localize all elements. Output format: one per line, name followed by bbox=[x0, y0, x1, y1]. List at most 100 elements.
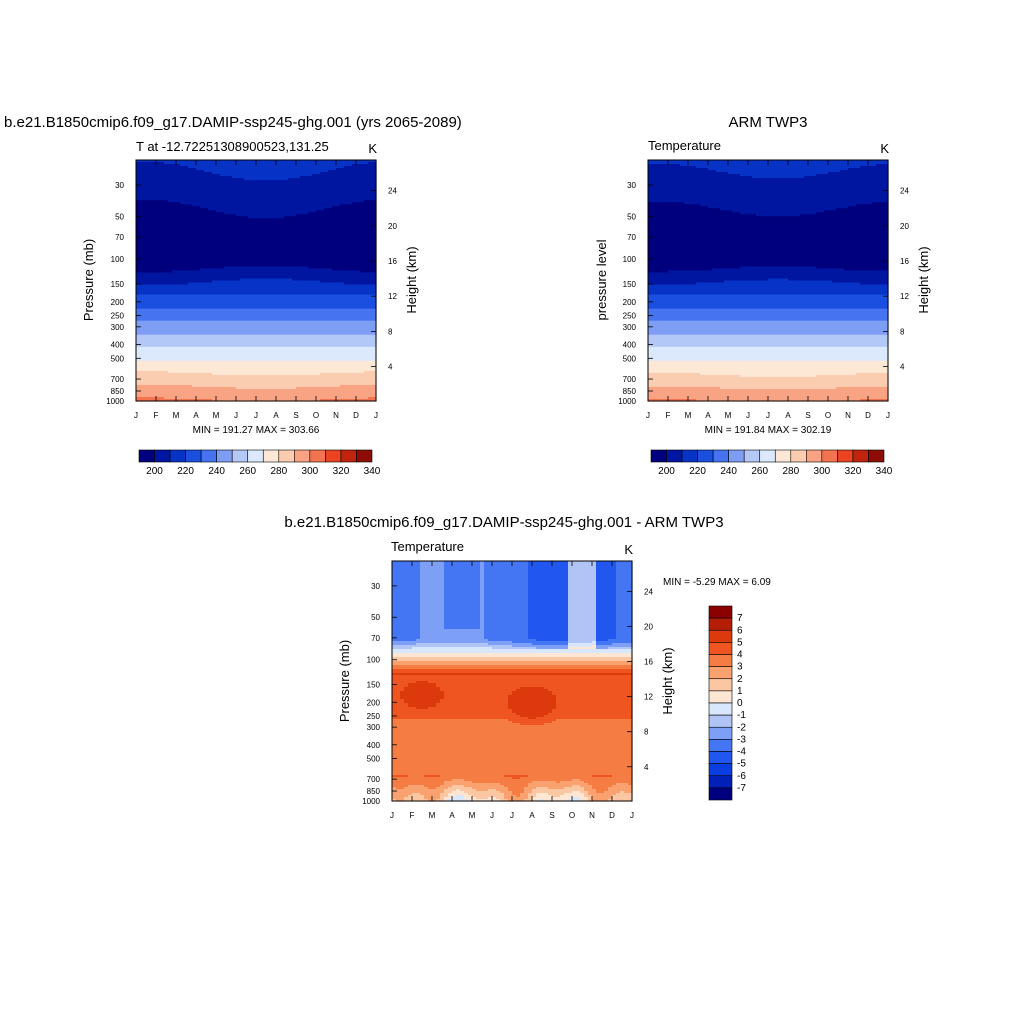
contour-cell bbox=[556, 781, 561, 784]
contour-cell bbox=[680, 164, 877, 167]
contour-cell bbox=[192, 204, 341, 207]
contour-cell bbox=[136, 288, 377, 292]
contour-cell bbox=[520, 795, 529, 798]
contour-cell bbox=[616, 603, 633, 606]
contour-cell bbox=[392, 675, 633, 678]
contour-cell bbox=[484, 613, 529, 616]
contour-cell bbox=[136, 388, 377, 392]
colorbar-swatch bbox=[325, 449, 342, 463]
contour-cell bbox=[616, 617, 633, 620]
contour-cell bbox=[596, 647, 609, 650]
contour-cell bbox=[876, 164, 889, 167]
contour-cell bbox=[504, 795, 517, 798]
contour-cell bbox=[648, 308, 889, 312]
contour-cell bbox=[616, 587, 633, 590]
contour-cell bbox=[568, 643, 597, 646]
contour-cell bbox=[316, 210, 377, 213]
contour-cell bbox=[616, 625, 633, 628]
contour-cell bbox=[392, 563, 421, 566]
contour-cell bbox=[200, 206, 333, 209]
contour-cell bbox=[556, 719, 633, 722]
contour-cell bbox=[568, 565, 597, 568]
contour-cell bbox=[504, 793, 513, 796]
contour-cell bbox=[136, 296, 377, 300]
contour-cell bbox=[136, 346, 377, 350]
colorbar-swatch bbox=[650, 449, 667, 463]
contour-cell bbox=[508, 719, 557, 722]
contour-cell bbox=[436, 705, 509, 708]
contour-cell bbox=[648, 366, 889, 370]
contour-cell bbox=[648, 380, 889, 384]
contour-cell bbox=[392, 779, 453, 782]
contour-cell bbox=[308, 212, 377, 215]
contour-cell bbox=[484, 603, 529, 606]
contour-cell bbox=[548, 689, 633, 692]
contour-cell bbox=[528, 601, 569, 604]
colorbar-swatch bbox=[138, 449, 155, 463]
contour-cell bbox=[648, 188, 889, 191]
colorbar-swatch bbox=[708, 787, 733, 801]
y-tick-label: 150 bbox=[111, 280, 125, 289]
contour-cell bbox=[528, 797, 533, 800]
contour-cell bbox=[412, 647, 493, 650]
contour-cell bbox=[648, 282, 697, 286]
y-tick-label: 850 bbox=[367, 787, 381, 796]
contour-cell bbox=[528, 609, 569, 612]
contour-cell bbox=[244, 178, 289, 181]
y-tick-label: 70 bbox=[627, 233, 636, 242]
contour-cell bbox=[320, 172, 377, 175]
contour-cell bbox=[444, 591, 481, 594]
contour-cell bbox=[520, 793, 529, 796]
contour-cell bbox=[480, 601, 485, 604]
y-right-tick-label: 4 bbox=[388, 363, 393, 372]
contour-cell bbox=[328, 170, 377, 173]
contour-cell bbox=[392, 635, 421, 638]
contour-cell bbox=[484, 583, 529, 586]
contour-cell bbox=[648, 272, 889, 276]
contour-cell bbox=[208, 208, 325, 211]
contour-cell bbox=[648, 356, 889, 360]
contour-cell bbox=[612, 797, 633, 800]
contour-cell bbox=[648, 196, 889, 199]
contour-cell bbox=[464, 791, 501, 794]
contour-cell bbox=[392, 607, 421, 610]
contour-cell bbox=[136, 272, 377, 276]
contour-cell bbox=[392, 749, 633, 752]
contour-cell bbox=[136, 164, 181, 167]
colorbar-swatch bbox=[708, 726, 733, 740]
y-tick-label: 50 bbox=[115, 212, 124, 221]
contour-cell bbox=[136, 224, 377, 227]
contour-cell bbox=[580, 799, 589, 802]
contour-cell bbox=[392, 579, 421, 582]
contour-cell bbox=[528, 635, 569, 638]
contour-cell bbox=[616, 619, 633, 622]
contour-cell bbox=[392, 581, 421, 584]
contour-cell bbox=[584, 787, 593, 790]
contour-cell bbox=[596, 563, 617, 566]
contour-cell bbox=[556, 695, 633, 698]
contour-cell bbox=[648, 186, 889, 189]
contour-cell bbox=[648, 216, 889, 219]
contour-cell bbox=[480, 593, 485, 596]
contour-cell bbox=[296, 214, 377, 217]
contour-cell bbox=[392, 587, 421, 590]
contour-cell bbox=[616, 569, 633, 572]
contour-cell bbox=[508, 707, 557, 710]
contour-cell bbox=[136, 348, 377, 352]
y-tick-label: 70 bbox=[371, 634, 380, 643]
contour-cell bbox=[648, 348, 889, 352]
contour-cell bbox=[804, 176, 889, 179]
contour-cell bbox=[548, 787, 565, 790]
contour-cell bbox=[528, 783, 589, 786]
contour-cell bbox=[480, 603, 485, 606]
y-tick-label: 70 bbox=[115, 233, 124, 242]
contour-cell bbox=[420, 637, 485, 640]
contour-cell bbox=[136, 254, 377, 257]
contour-cell bbox=[568, 577, 597, 580]
contour-cell bbox=[484, 581, 529, 584]
contour-cell bbox=[436, 703, 509, 706]
contour-cell bbox=[568, 627, 597, 630]
contour-cell bbox=[568, 599, 597, 602]
contour-cell bbox=[392, 743, 633, 746]
